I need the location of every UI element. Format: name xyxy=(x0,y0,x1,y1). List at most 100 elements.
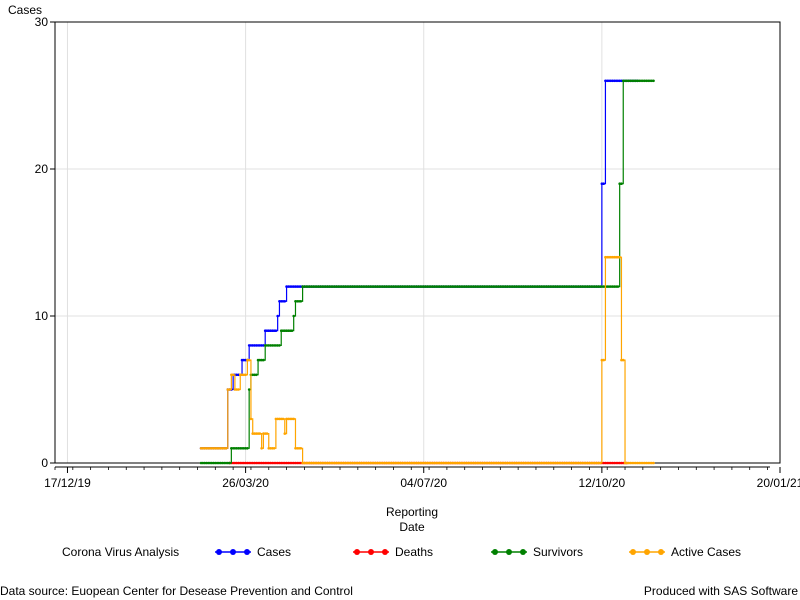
series-point xyxy=(630,461,634,465)
series-point xyxy=(295,461,299,465)
series-point xyxy=(534,461,538,465)
series-point xyxy=(306,285,310,288)
series-point xyxy=(525,285,529,288)
series-point xyxy=(516,461,520,465)
series-line xyxy=(201,80,638,449)
series-point xyxy=(449,461,452,465)
series-point xyxy=(415,461,418,465)
series-point xyxy=(627,461,630,465)
series-point xyxy=(303,285,306,288)
series-point xyxy=(331,285,335,288)
series-point xyxy=(630,79,634,83)
x-tick-label: 17/12/19 xyxy=(44,476,91,490)
series-point xyxy=(645,461,648,465)
x-axis-label-line-1: Reporting xyxy=(386,505,438,519)
series-point xyxy=(618,255,621,259)
series-point xyxy=(625,461,629,465)
series-point xyxy=(468,285,472,288)
series-point xyxy=(541,461,545,465)
series-point xyxy=(301,461,304,465)
series-point xyxy=(228,461,231,465)
series-point xyxy=(278,300,281,303)
series-point xyxy=(271,329,274,333)
series-point xyxy=(285,461,288,465)
series-point xyxy=(244,461,247,465)
series-point xyxy=(279,300,283,303)
series-point xyxy=(201,447,205,450)
series-point xyxy=(588,461,591,465)
series-point xyxy=(466,461,470,465)
series-point xyxy=(598,285,602,288)
series-point xyxy=(436,461,440,465)
series-point xyxy=(545,285,548,288)
series-point xyxy=(425,285,429,288)
series-point xyxy=(499,285,502,288)
series-point xyxy=(263,461,267,465)
series-point xyxy=(390,285,393,288)
series-point xyxy=(547,285,550,288)
series-point xyxy=(500,285,504,288)
series-point xyxy=(238,461,242,465)
series-point xyxy=(215,447,219,450)
series-point xyxy=(409,285,413,288)
series-point xyxy=(265,432,269,435)
series-point xyxy=(281,329,285,333)
series-point xyxy=(452,285,456,288)
series-point xyxy=(313,461,317,465)
series-point xyxy=(482,461,486,465)
series-point xyxy=(648,461,652,465)
series-point xyxy=(203,461,206,465)
series-point xyxy=(540,285,543,288)
series-point xyxy=(294,461,297,465)
series-point xyxy=(589,461,593,465)
series-point xyxy=(383,285,386,288)
series-point xyxy=(388,285,392,288)
series-point xyxy=(219,461,222,465)
series-point xyxy=(573,461,577,465)
series-point xyxy=(292,285,295,288)
series-point xyxy=(399,285,402,288)
series-point xyxy=(518,285,522,288)
series-point xyxy=(254,461,258,465)
series-point xyxy=(288,417,292,421)
series-point xyxy=(392,461,395,465)
series-point xyxy=(256,432,260,435)
series-point xyxy=(534,285,538,288)
series-point xyxy=(607,79,611,83)
series-point xyxy=(561,461,564,465)
series-point xyxy=(538,461,541,465)
series-point xyxy=(620,182,623,185)
series-point xyxy=(246,447,249,450)
series-point xyxy=(602,358,605,362)
series-point xyxy=(287,329,290,333)
series-point xyxy=(636,461,639,465)
x-tick-label: 26/03/20 xyxy=(222,476,269,490)
series-point xyxy=(230,373,233,377)
series-point xyxy=(265,329,269,333)
series-point xyxy=(393,285,397,288)
series-point xyxy=(354,285,358,288)
series-point xyxy=(609,79,613,83)
series-point xyxy=(308,461,312,465)
series-point xyxy=(588,285,591,288)
series-point xyxy=(388,461,392,465)
series-point xyxy=(203,447,206,450)
series-point xyxy=(260,344,263,347)
series-point xyxy=(254,432,258,435)
series-point xyxy=(199,447,203,450)
series-point xyxy=(274,329,278,333)
series-point xyxy=(634,461,638,465)
series-point xyxy=(529,461,532,465)
series-point xyxy=(208,461,212,465)
series-point xyxy=(538,285,541,288)
series-point xyxy=(584,285,588,288)
series-line xyxy=(201,256,654,464)
series-point xyxy=(442,461,445,465)
series-point xyxy=(313,285,317,288)
series-point xyxy=(605,461,609,465)
series-point xyxy=(299,300,303,303)
series-point xyxy=(529,285,532,288)
series-point xyxy=(454,285,458,288)
legend-label-active-cases: Active Cases xyxy=(671,545,742,559)
series-point xyxy=(527,285,531,288)
